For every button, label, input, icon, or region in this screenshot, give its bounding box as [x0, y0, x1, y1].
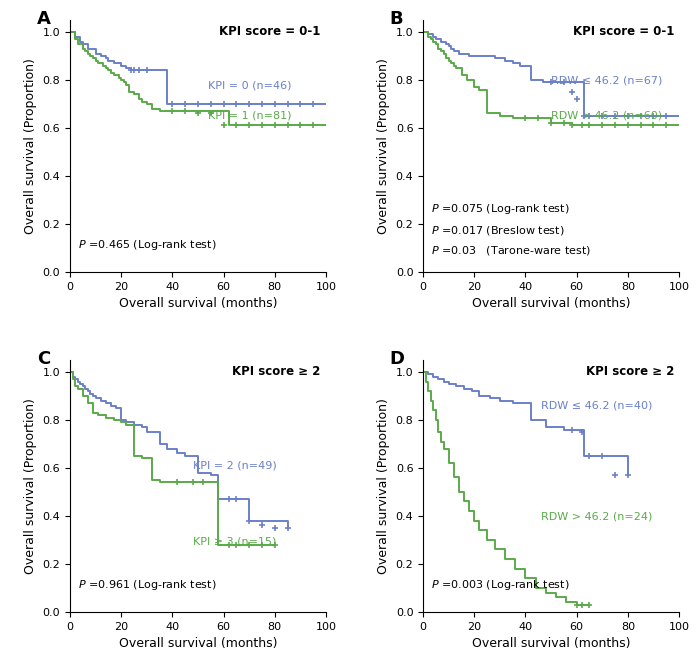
Text: KPI = 0 (n=46): KPI = 0 (n=46) [208, 80, 292, 90]
Y-axis label: Overall survival (Proportion): Overall survival (Proportion) [24, 398, 37, 574]
Text: $\it{P}$ =0.017 (Breslow test): $\it{P}$ =0.017 (Breslow test) [430, 223, 564, 237]
Text: RDW > 46.2 (n=24): RDW > 46.2 (n=24) [541, 511, 652, 521]
Text: $\it{P}$ =0.003 (Log-rank test): $\it{P}$ =0.003 (Log-rank test) [430, 578, 569, 592]
X-axis label: Overall survival (months): Overall survival (months) [472, 297, 630, 310]
Text: KPI ≥ 3 (n=15): KPI ≥ 3 (n=15) [193, 536, 276, 546]
Text: $\it{P}$ =0.03   (Tarone-ware test): $\it{P}$ =0.03 (Tarone-ware test) [430, 243, 591, 257]
X-axis label: Overall survival (months): Overall survival (months) [119, 297, 277, 310]
Text: $\it{P}$ =0.465 (Log-rank test): $\it{P}$ =0.465 (Log-rank test) [78, 237, 216, 251]
Y-axis label: Overall survival (Proportion): Overall survival (Proportion) [24, 58, 37, 234]
Text: KPI score ≥ 2: KPI score ≥ 2 [585, 365, 674, 378]
Y-axis label: Overall survival (Proportion): Overall survival (Proportion) [377, 398, 390, 574]
X-axis label: Overall survival (months): Overall survival (months) [119, 637, 277, 650]
Text: A: A [36, 10, 50, 28]
Text: RDW ≤ 46.2 (n=67): RDW ≤ 46.2 (n=67) [551, 75, 662, 85]
Text: D: D [390, 350, 405, 368]
Text: KPI score = 0-1: KPI score = 0-1 [219, 25, 321, 38]
X-axis label: Overall survival (months): Overall survival (months) [472, 637, 630, 650]
Text: KPI score ≥ 2: KPI score ≥ 2 [232, 365, 321, 378]
Text: KPI = 2 (n=49): KPI = 2 (n=49) [193, 461, 276, 471]
Text: B: B [390, 10, 403, 28]
Text: KPI = 1 (n=81): KPI = 1 (n=81) [208, 110, 292, 120]
Text: C: C [36, 350, 50, 368]
Y-axis label: Overall survival (Proportion): Overall survival (Proportion) [377, 58, 390, 234]
Text: RDW ≤ 46.2 (n=40): RDW ≤ 46.2 (n=40) [541, 400, 652, 410]
Text: $\it{P}$ =0.075 (Log-rank test): $\it{P}$ =0.075 (Log-rank test) [430, 202, 569, 216]
Text: $\it{P}$ =0.961 (Log-rank test): $\it{P}$ =0.961 (Log-rank test) [78, 578, 216, 592]
Text: RDW > 46.2 (n=60): RDW > 46.2 (n=60) [551, 110, 662, 120]
Text: KPI score = 0-1: KPI score = 0-1 [573, 25, 674, 38]
